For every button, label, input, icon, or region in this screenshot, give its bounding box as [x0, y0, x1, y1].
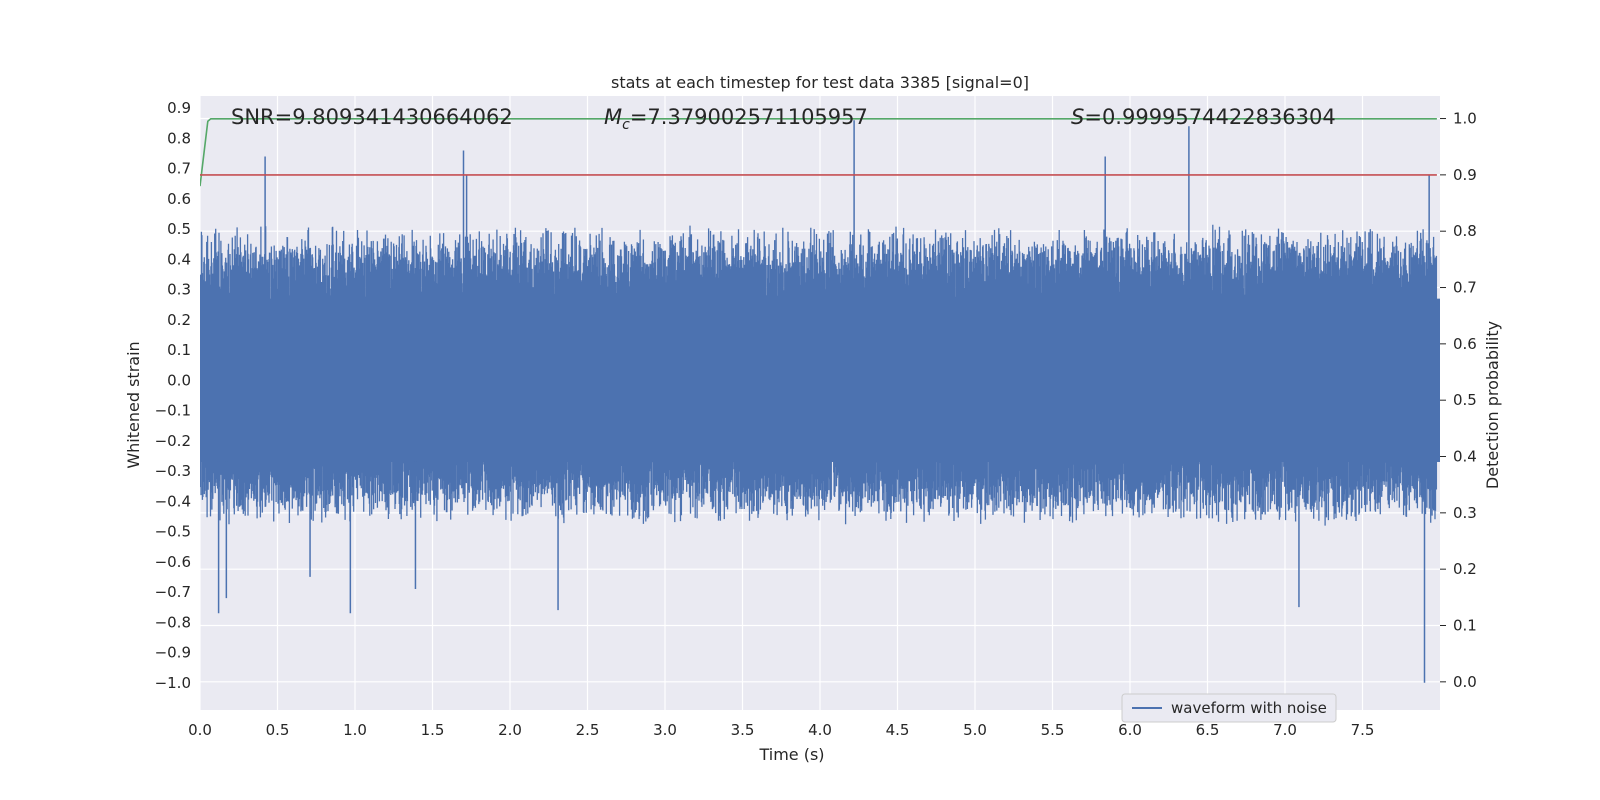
y-tick-label: 0.9: [167, 99, 191, 117]
x-tick-label: 0.5: [266, 721, 290, 739]
waveform-series: [200, 120, 1440, 683]
x-tick-label: 6.0: [1118, 721, 1142, 739]
y2-tick-label: 0.6: [1453, 335, 1477, 353]
y-tick-label: 0.2: [167, 311, 191, 329]
y2-tick-label: 0.3: [1453, 504, 1477, 522]
y-tick-label: −1.0: [155, 674, 191, 692]
y-tick-label: 0.7: [167, 160, 191, 178]
x-tick-label: 7.0: [1273, 721, 1297, 739]
y2-tick-label: 1.0: [1453, 110, 1477, 128]
y2-tick-label: 0.0: [1453, 673, 1477, 691]
y-tick-label: 0.1: [167, 341, 191, 359]
y-tick-label: 0.6: [167, 190, 191, 208]
y-tick-label: −0.5: [155, 523, 191, 541]
y2-axis-label: Detection probability: [1483, 321, 1502, 489]
waveform-core: [200, 298, 1440, 462]
x-tick-label: 0.0: [188, 721, 212, 739]
x-tick-label: 1.5: [421, 721, 445, 739]
chirp-mass-annotation: Mc=7.379002571105957: [604, 105, 868, 133]
snr-annotation: SNR=9.809341430664062: [231, 105, 513, 129]
x-tick-label: 5.0: [963, 721, 987, 739]
x-tick-label: 2.5: [576, 721, 600, 739]
y-tick-label: −0.1: [155, 402, 191, 420]
y-axis-label: Whitened strain: [124, 341, 143, 468]
detection-probability-line: [200, 118, 1437, 187]
y-tick-label: 0.5: [167, 220, 191, 238]
x-tick-label: 7.5: [1351, 721, 1375, 739]
y2-tick-label: 0.7: [1453, 279, 1477, 297]
y-tick-label: −0.4: [155, 492, 191, 510]
x-tick-label: 2.0: [498, 721, 522, 739]
y2-tick-label: 0.4: [1453, 448, 1477, 466]
x-tick-label: 3.0: [653, 721, 677, 739]
legend-box: [1121, 693, 1337, 723]
y-tick-label: 0.8: [167, 129, 191, 147]
probability-series: [200, 118, 1437, 187]
y-tick-label: −0.8: [155, 613, 191, 631]
x-tick-label: 3.5: [731, 721, 755, 739]
chart-title: stats at each timestep for test data 338…: [611, 73, 1029, 92]
x-tick-label: 5.5: [1041, 721, 1065, 739]
y-tick-label: 0.4: [167, 250, 191, 268]
y2-ticks: 1.0 0.9 0.8 0.7 0.6 0.5 0.4 0.3 0.2 0.1 0.0: [1440, 110, 1477, 691]
legend-label: waveform with noise: [1171, 699, 1327, 717]
y-tick-label: −0.6: [155, 553, 191, 571]
x-tick-label: 4.0: [808, 721, 832, 739]
y2-tick-label: 0.8: [1453, 222, 1477, 240]
x-axis-label: Time (s): [758, 745, 824, 764]
legend: waveform with noise: [1121, 693, 1337, 723]
x-tick-label: 6.5: [1196, 721, 1220, 739]
s-annotation: S=0.9999574422836304: [1071, 105, 1336, 129]
y-tick-label: 0.0: [167, 371, 191, 389]
y-tick-label: −0.2: [155, 432, 191, 450]
x-tick-label: 4.5: [886, 721, 910, 739]
y-tick-label: −0.3: [155, 462, 191, 480]
x-tick-label: 1.0: [343, 721, 367, 739]
y-ticks: 0.9 0.8 0.7 0.6 0.5 0.4 0.3 0.2 0.1 0.0 −0.1 −0.2 −0…: [155, 99, 191, 692]
y2-tick-label: 0.5: [1453, 391, 1477, 409]
y2-tick-label: 0.2: [1453, 560, 1477, 578]
y-tick-label: −0.9: [155, 644, 191, 662]
y2-tick-label: 0.9: [1453, 166, 1477, 184]
y-tick-label: 0.3: [167, 281, 191, 299]
y-tick-label: −0.7: [155, 583, 191, 601]
y2-tick-label: 0.1: [1453, 617, 1477, 635]
x-ticks: 0.0 0.5 1.0 1.5 2.0 2.5 3.0 3.5 4.0 4.5 5.0 5.5 6.0 6…: [188, 721, 1374, 739]
